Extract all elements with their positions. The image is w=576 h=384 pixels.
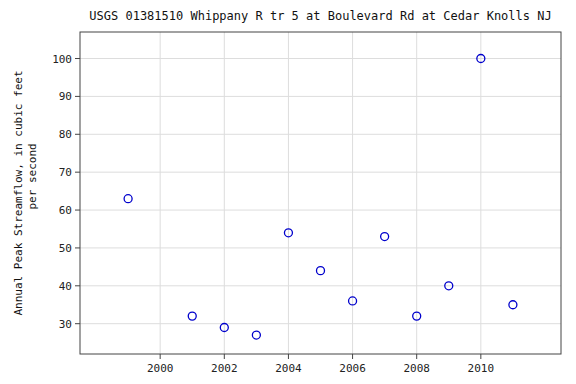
tick-label-x: 2010 xyxy=(468,362,495,375)
grid-line-x xyxy=(160,32,161,354)
tick-x xyxy=(352,354,353,359)
grid xyxy=(80,32,561,354)
tick-x xyxy=(416,354,417,359)
tick-label-y: 80 xyxy=(59,128,72,141)
plot-background xyxy=(80,32,561,354)
grid-line-x xyxy=(480,32,481,354)
y-axis-label-line: per second xyxy=(26,143,39,242)
grid-line-y xyxy=(80,172,561,173)
grid-line-x xyxy=(416,32,417,354)
tick-label-y: 30 xyxy=(59,318,72,331)
tick-label-y: 90 xyxy=(59,90,72,103)
chart-container: 2000 2002 2004 2006 2008 2010 30 40 50 60 70 80 90 10… xyxy=(0,0,576,384)
y-axis-label-line: Annual Peak Streamflow, in cubic feet xyxy=(12,70,25,315)
tick-label-y: 50 xyxy=(59,242,72,255)
chart: 2000 2002 2004 2006 2008 2010 30 40 50 60 70 80 90 10… xyxy=(0,0,576,384)
grid-line-y xyxy=(80,134,561,135)
tick-y xyxy=(75,96,80,97)
grid-line-y xyxy=(80,58,561,59)
tick-y xyxy=(75,285,80,286)
tick-x xyxy=(480,354,481,359)
grid-line-x xyxy=(224,32,225,354)
grid-line-y xyxy=(80,210,561,211)
tick-y xyxy=(75,247,80,248)
grid-line-y xyxy=(80,247,561,248)
tick-label-x: 2002 xyxy=(211,362,238,375)
tick-y xyxy=(75,58,80,59)
tick-label-x: 2008 xyxy=(403,362,430,375)
tick-label-y: 60 xyxy=(59,204,72,217)
point xyxy=(445,282,453,290)
plot-frame xyxy=(80,32,561,354)
tick-x xyxy=(288,354,289,359)
tick-x xyxy=(224,354,225,359)
point xyxy=(252,331,260,339)
point xyxy=(220,323,228,331)
grid-line-x xyxy=(288,32,289,354)
point xyxy=(317,267,325,275)
tick-y xyxy=(75,323,80,324)
points xyxy=(124,55,517,340)
title: USGS 01381510 Whippany R tr 5 at Bouleva… xyxy=(89,9,551,23)
tick-label-x: 2000 xyxy=(147,362,174,375)
grid-line-y xyxy=(80,285,561,286)
tick-label-y: 100 xyxy=(52,53,72,66)
tick-label-x: 2006 xyxy=(339,362,366,375)
point xyxy=(477,55,485,63)
point xyxy=(188,312,196,320)
tick-x xyxy=(160,354,161,359)
tick-y xyxy=(75,210,80,211)
tick-y xyxy=(75,134,80,135)
grid-line-y xyxy=(80,323,561,324)
y-axis-label: Annual Peak Streamflow, in cubic feet pe… xyxy=(12,70,39,315)
tick-label-y: 70 xyxy=(59,166,72,179)
point xyxy=(349,297,357,305)
grid-line-x xyxy=(352,32,353,354)
point xyxy=(413,312,421,320)
grid-line-y xyxy=(80,96,561,97)
tick-y xyxy=(75,172,80,173)
axes: 2000 2002 2004 2006 2008 2010 30 40 50 60 70 80 90 10… xyxy=(52,53,494,375)
tick-label-y: 40 xyxy=(59,280,72,293)
tick-label-x: 2004 xyxy=(275,362,302,375)
point xyxy=(381,233,389,241)
point xyxy=(509,301,517,309)
point xyxy=(124,195,132,203)
point xyxy=(284,229,292,237)
